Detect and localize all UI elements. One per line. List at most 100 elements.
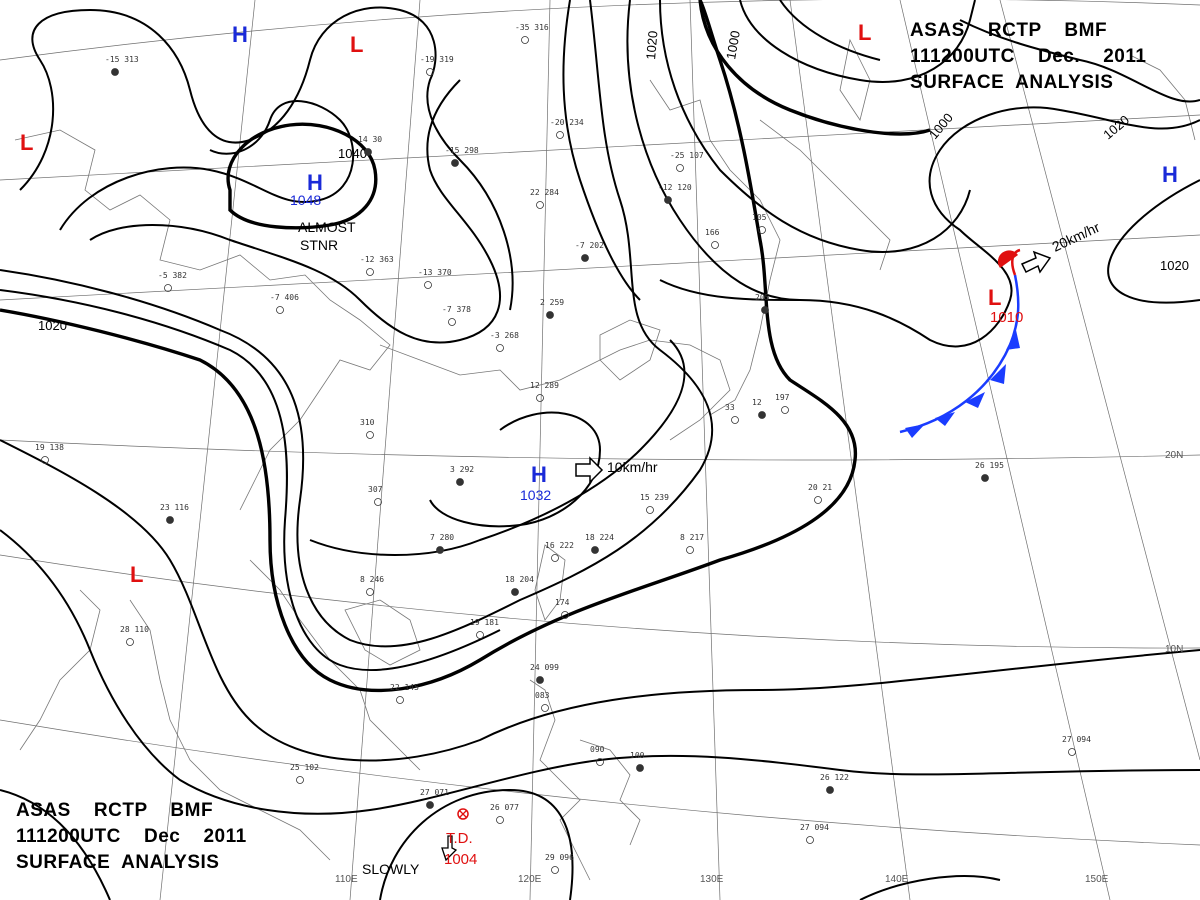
station-marker xyxy=(521,36,529,44)
station-marker xyxy=(758,411,766,419)
isobar-label: 1040 xyxy=(338,146,367,161)
station-label: -15 313 xyxy=(105,55,139,64)
low-center-marker: L xyxy=(988,285,1001,310)
station-marker xyxy=(551,554,559,562)
station-label: 26 195 xyxy=(975,461,1004,470)
station-label: 090 xyxy=(590,745,605,754)
motion-arrow-icon xyxy=(441,835,458,862)
station-marker xyxy=(536,201,544,209)
station-label: 15 239 xyxy=(640,493,669,502)
station-marker xyxy=(636,764,644,772)
station-marker xyxy=(496,816,504,824)
station-marker xyxy=(758,226,766,234)
cold-front-barb xyxy=(965,392,985,408)
almost-stnr-label: ALMOST STNR xyxy=(298,219,359,253)
station-label: 18 204 xyxy=(505,575,534,584)
station-marker xyxy=(731,416,739,424)
high-center-marker: H xyxy=(232,22,248,47)
isobar-label: 1020 xyxy=(1100,112,1132,142)
station-label: 33 xyxy=(725,403,735,412)
low-center-pressure: 1010 xyxy=(990,309,1023,326)
station-marker xyxy=(981,474,989,482)
station-label: 16 222 xyxy=(545,541,574,550)
isobar-label: 1000 xyxy=(723,29,743,60)
station-marker xyxy=(546,311,554,319)
station-marker xyxy=(664,196,672,204)
low-center-marker: L xyxy=(20,130,33,155)
station-marker xyxy=(556,131,564,139)
station-marker xyxy=(806,836,814,844)
station-label: 19 181 xyxy=(470,618,499,627)
stnr-label: STNR xyxy=(300,237,338,253)
station-marker xyxy=(561,611,569,619)
station-label: 174 xyxy=(555,598,570,607)
high-center-marker: H xyxy=(307,170,323,195)
grid-label: 150E xyxy=(1085,874,1109,885)
station-marker xyxy=(476,631,484,639)
station-marker xyxy=(591,546,599,554)
annotations: ALMOST STNR 10km/hr 20km/hr SLOWLY T.D. … xyxy=(298,219,1102,877)
station-marker xyxy=(1068,748,1076,756)
station-marker xyxy=(761,306,769,314)
title-line: ASAS RCTP BMF xyxy=(16,800,214,821)
station-marker xyxy=(676,164,684,172)
station-label: 8 217 xyxy=(680,533,704,542)
motion-arrow-icon xyxy=(1020,250,1052,274)
high-center-pressure: 1048 xyxy=(290,192,321,208)
station-label: 27 094 xyxy=(800,823,829,832)
station-label: -13 370 xyxy=(418,268,452,277)
station-label: -3 268 xyxy=(490,331,519,340)
station-label: 22 284 xyxy=(530,188,559,197)
station-marker xyxy=(541,704,549,712)
grid-labels: 110E 120E 130E 140E 150E 20N 10N xyxy=(335,450,1183,885)
station-label: -12 120 xyxy=(658,183,692,192)
station-marker xyxy=(814,496,822,504)
l-motion-label: 20km/hr xyxy=(1050,219,1103,255)
fronts xyxy=(899,248,1021,438)
station-observations: -15 313 -35 316 -19 319 14 30 -12 363 -13 370… xyxy=(35,23,1091,874)
station-label: 24 099 xyxy=(530,663,559,672)
station-marker xyxy=(426,68,434,76)
station-label: 23 116 xyxy=(160,503,189,512)
station-marker xyxy=(426,801,434,809)
station-label: 25 102 xyxy=(290,763,319,772)
station-label: 28 110 xyxy=(120,625,149,634)
station-label: 12 289 xyxy=(530,381,559,390)
warm-front-bump xyxy=(997,250,1018,268)
station-label: 20 21 xyxy=(808,483,832,492)
station-label: -7 378 xyxy=(442,305,471,314)
station-label: 100 xyxy=(630,751,645,760)
grid-label: 110E xyxy=(335,874,358,885)
cold-front-barb xyxy=(905,424,925,438)
cold-front-barb xyxy=(1006,330,1020,350)
isobar-label: 1020 xyxy=(643,30,660,60)
station-label: -20 234 xyxy=(550,118,584,127)
station-label: 19 138 xyxy=(35,443,64,452)
title-line: 111200UTC Dec 2011 xyxy=(16,826,247,847)
coastlines xyxy=(14,38,1196,881)
station-marker xyxy=(366,268,374,276)
station-marker xyxy=(581,254,589,262)
station-label: 14 30 xyxy=(358,135,382,144)
station-label: 197 xyxy=(775,393,790,402)
high-center-marker: H xyxy=(531,462,547,487)
title-line: ASAS RCTP BMF xyxy=(910,20,1108,41)
station-marker xyxy=(711,241,719,249)
title-line: SURFACE ANALYSIS xyxy=(16,852,220,873)
station-label: 27 071 xyxy=(420,788,449,797)
station-marker xyxy=(396,696,404,704)
grid-label: 120E xyxy=(518,874,542,885)
title-block-bottom-left: ASAS RCTP BMF 111200UTC Dec 2011 SURFACE… xyxy=(16,798,247,876)
station-label: -15 298 xyxy=(445,146,479,155)
station-label: 18 224 xyxy=(585,533,614,542)
station-marker xyxy=(496,344,504,352)
h-motion-label: 10km/hr xyxy=(607,459,658,475)
station-marker xyxy=(374,498,382,506)
station-marker xyxy=(646,506,654,514)
title-line: 111200UTC Dec. 2011 xyxy=(910,46,1147,67)
station-label: -7 406 xyxy=(270,293,299,302)
station-label: 12 xyxy=(752,398,762,407)
isobar-label: 1020 xyxy=(38,318,67,333)
